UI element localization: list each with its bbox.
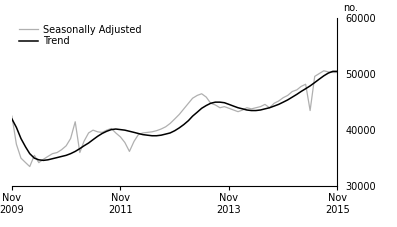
Text: no.: no. [343, 2, 358, 13]
Line: Seasonally Adjusted: Seasonally Adjusted [12, 71, 337, 167]
Legend: Seasonally Adjusted, Trend: Seasonally Adjusted, Trend [17, 23, 143, 48]
Line: Trend: Trend [12, 71, 337, 160]
